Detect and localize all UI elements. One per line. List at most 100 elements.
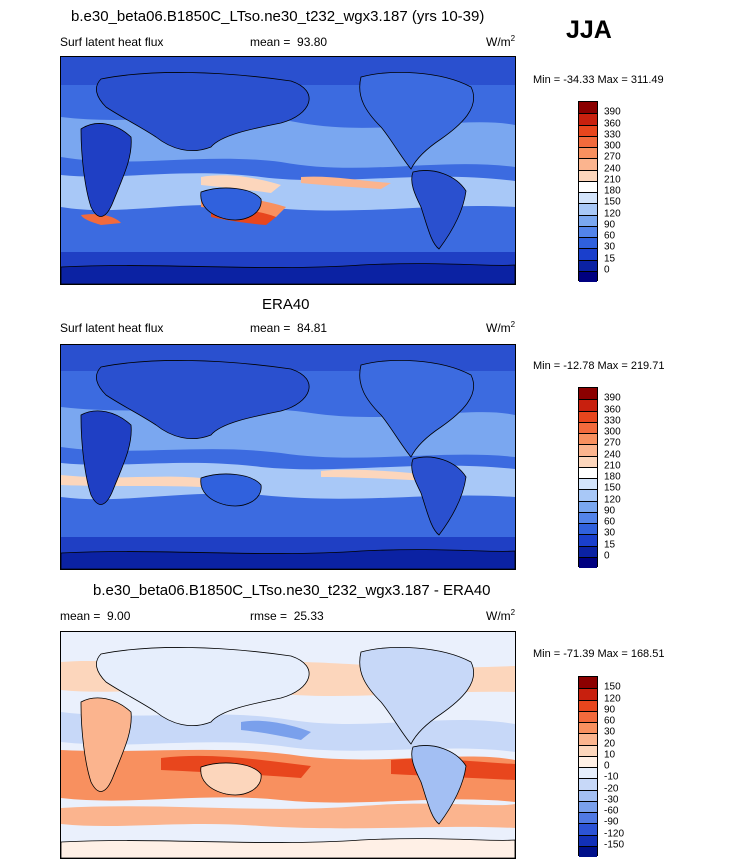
colorbar-segment xyxy=(579,778,597,790)
colorbar-tick-label: 150 xyxy=(604,681,621,693)
colorbar-tick-label: 240 xyxy=(604,449,621,460)
colorbar-segment xyxy=(579,399,597,411)
colorbar-segment xyxy=(579,733,597,745)
colorbar-tick-label: 20 xyxy=(604,738,616,749)
colorbar-tick-label: 15 xyxy=(604,253,616,264)
colorbar-segment xyxy=(579,421,597,433)
season-label: JJA xyxy=(566,16,612,44)
colorbar-segment xyxy=(579,789,597,801)
colorbar-tick-label: -120 xyxy=(604,828,625,839)
colorbar-tick-label: 30 xyxy=(604,241,616,253)
panel1-variable: Surf latent heat flux xyxy=(60,35,164,49)
map-diff-svg xyxy=(61,632,515,858)
colorbar-segment xyxy=(579,688,597,700)
colorbar-segment xyxy=(579,823,597,835)
colorbar-segment xyxy=(579,845,597,857)
colorbar-tick-label: 330 xyxy=(604,129,621,141)
colorbar-tick-label: -90 xyxy=(604,816,619,828)
panel3-minmax: Min = -71.39 Max = 168.51 xyxy=(533,648,665,660)
colorbar-segment xyxy=(579,433,597,445)
colorbar-segment xyxy=(579,259,597,271)
colorbar-tick-label: 120 xyxy=(604,693,621,704)
panel3-mean: mean = 9.00 xyxy=(60,609,131,623)
panel1-mean: mean = 93.80 xyxy=(250,35,328,49)
colorbar-segment xyxy=(579,455,597,467)
colorbar-tick-label: 120 xyxy=(604,494,621,505)
colorbar-tick-label: 360 xyxy=(604,404,621,415)
colorbar-tick-label: 300 xyxy=(604,140,621,152)
colorbar-segment xyxy=(579,677,597,689)
colorbar-tick-label: 60 xyxy=(604,516,616,528)
colorbar-tick-label: 390 xyxy=(604,106,621,118)
colorbar-tick-label: -150 xyxy=(604,839,625,851)
colorbar-segment xyxy=(579,214,597,226)
colorbar-segment xyxy=(579,102,597,114)
colorbar-tick-label: 150 xyxy=(604,196,621,208)
colorbar-segment xyxy=(579,534,597,546)
colorbar-tick-label: 300 xyxy=(604,426,621,438)
colorbar-tick-label: 15 xyxy=(604,539,616,550)
panel2-variable: Surf latent heat flux xyxy=(60,321,164,335)
colorbar-tick-label: 240 xyxy=(604,163,621,174)
colorbar-segment xyxy=(579,124,597,136)
colorbar-segment xyxy=(579,444,597,456)
colorbar-tick-label: 270 xyxy=(604,151,621,163)
colorbar-segment xyxy=(579,545,597,557)
panel2-heading: ERA40 xyxy=(262,296,310,313)
colorbar-segment xyxy=(579,158,597,170)
colorbar-tick-label: 330 xyxy=(604,415,621,427)
colorbar-segment xyxy=(579,180,597,192)
colorbar-tick-label: 0 xyxy=(604,760,610,772)
colorbar-segment xyxy=(579,478,597,490)
panel3-heading: b.e30_beta06.B1850C_LTso.ne30_t232_wgx3.… xyxy=(93,582,491,599)
colorbar-segment xyxy=(579,410,597,422)
colorbar-tick-label: 30 xyxy=(604,726,616,738)
colorbar-segment xyxy=(579,500,597,512)
colorbar-tick-label: 60 xyxy=(604,230,616,242)
colorbar-segment xyxy=(579,710,597,722)
panel2-minmax: Min = -12.78 Max = 219.71 xyxy=(533,360,665,372)
colorbar-tick-label: 210 xyxy=(604,460,621,472)
colorbar-segment xyxy=(579,699,597,711)
colorbar-diff xyxy=(578,676,598,857)
colorbar-segment xyxy=(579,812,597,824)
colorbar-segment xyxy=(579,489,597,501)
colorbar-tick-label: 10 xyxy=(604,749,616,761)
colorbar-segment xyxy=(579,135,597,147)
colorbar-segment xyxy=(579,722,597,734)
colorbar-segment xyxy=(579,834,597,846)
colorbar-segment xyxy=(579,755,597,767)
colorbar-segment xyxy=(579,511,597,523)
colorbar-model xyxy=(578,101,598,282)
colorbar-segment xyxy=(579,466,597,478)
colorbar-tick-label: -60 xyxy=(604,805,619,817)
colorbar-segment xyxy=(579,800,597,812)
colorbar-segment xyxy=(579,225,597,237)
colorbar-tick-label: 180 xyxy=(604,185,621,197)
colorbar-segment xyxy=(579,203,597,215)
colorbar-tick-label: -30 xyxy=(604,794,619,806)
map-panel-obs xyxy=(60,344,516,570)
colorbar-tick-label: 180 xyxy=(604,471,621,483)
panel3-rmse: rmse = 25.33 xyxy=(250,609,324,623)
colorbar-segment xyxy=(579,744,597,756)
colorbar-segment xyxy=(579,388,597,400)
colorbar-tick-label: -10 xyxy=(604,771,619,783)
colorbar-tick-label: 210 xyxy=(604,174,621,186)
colorbar-tick-label: 0 xyxy=(604,550,610,562)
colorbar-segment xyxy=(579,147,597,159)
colorbar-tick-label: 360 xyxy=(604,118,621,129)
colorbar-segment xyxy=(579,523,597,535)
panel2-mean: mean = 84.81 xyxy=(250,321,328,335)
colorbar-obs xyxy=(578,387,598,568)
panel2-units: W/m2 xyxy=(486,320,516,335)
map-obs-svg xyxy=(61,345,515,569)
panel1-units: W/m2 xyxy=(486,34,516,49)
colorbar-segment xyxy=(579,556,597,568)
colorbar-segment xyxy=(579,270,597,282)
colorbar-segment xyxy=(579,248,597,260)
colorbar-tick-label: 390 xyxy=(604,392,621,404)
colorbar-segment xyxy=(579,113,597,125)
colorbar-segment xyxy=(579,237,597,249)
map-panel-diff xyxy=(60,631,516,859)
